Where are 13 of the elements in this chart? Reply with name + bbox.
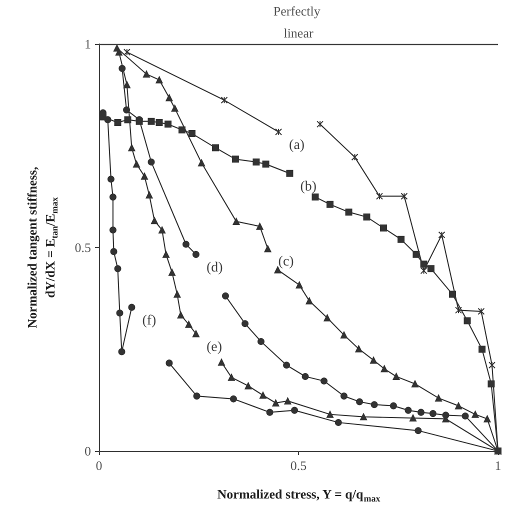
- series-label: (d): [206, 260, 224, 276]
- y-tick-label: 0: [84, 444, 91, 458]
- series-label: (a): [289, 138, 305, 153]
- x-tick-label: 1: [494, 458, 502, 473]
- series-label: (b): [300, 179, 317, 194]
- x-tick-label: 0: [96, 458, 102, 473]
- y-tick-label: 0.5: [74, 240, 91, 255]
- y-tick-label: 1: [84, 36, 91, 52]
- series-label: (f): [142, 313, 157, 328]
- series-label: (c): [278, 254, 294, 270]
- ref-line-label: Perfectly linear: [273, 4, 324, 40]
- series-label: (e): [206, 340, 222, 355]
- x-tick-label: 0.5: [290, 458, 307, 473]
